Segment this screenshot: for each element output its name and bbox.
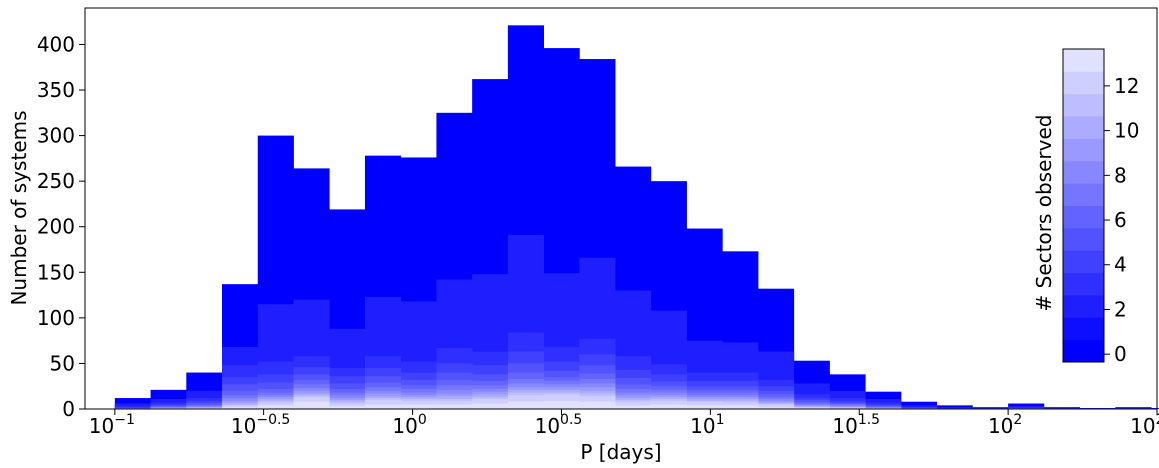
histogram-bar-sectors-2 [900,405,938,409]
colorbar-segment [1063,272,1104,296]
colorbar-segment [1063,294,1104,318]
colorbar-tick-label: 6 [1114,208,1127,232]
colorbar-tick-label: 12 [1114,74,1139,98]
y-tick-label: 200 [37,215,75,239]
histogram-bar-sectors-13 [758,407,795,409]
x-tick-label: 10−0.5 [231,412,290,438]
colorbar-frame [1062,48,1105,363]
colorbar-segment [1063,160,1104,184]
x-axis: 10−1 10−0.5 100 100.5 101 101.5 102 102.5 [89,409,1159,438]
colorbar-segment [1063,49,1104,72]
colorbar-segment [1063,116,1104,139]
histogram-bar-sectors-13 [293,401,330,409]
histogram-bar-sectors-13 [222,407,259,409]
histogram-bar-sectors-13 [615,405,652,409]
colorbar-segment [1063,205,1104,229]
y-axis: 0 50 100 150 200 250 300 350 400 [37,32,85,421]
colorbar-segment [1063,183,1104,206]
colorbar-segment [1063,138,1104,162]
histogram-bar-sectors-13 [472,403,509,409]
colorbar-tick-label: 0 [1114,342,1127,366]
colorbar-segment [1063,250,1104,274]
x-tick-label: 100.5 [535,412,583,438]
histogram-bar-sectors-13 [507,401,545,409]
colorbar-tick-label: 10 [1114,119,1139,143]
colorbar: 0 2 4 6 8 10 12 [1062,48,1139,366]
colorbar-segment [1063,71,1104,95]
y-tick-label: 0 [62,397,75,421]
x-tick-label: 102.5 [1130,412,1159,438]
x-tick-label: 10−1 [89,412,135,438]
histogram-bar-sectors-13 [650,404,687,409]
histogram-bar-sectors-13 [400,404,437,409]
histogram-bar-sectors-0 [1008,403,1045,409]
histogram-bar-sectors-12 [758,404,795,409]
plot-frame [84,7,1158,410]
histogram-bar-sectors-12 [329,403,366,409]
histogram-bar-sectors-13 [686,405,723,409]
bar-layers [114,25,1159,409]
y-tick-label: 300 [37,124,75,148]
y-tick-label: 150 [37,260,75,284]
histogram-bar-sectors-13 [722,405,759,409]
colorbar-tick-label: 2 [1114,297,1127,321]
x-axis-label: P [days] [580,440,661,464]
x-tick-label: 101 [690,412,724,438]
histogram-bar-sectors-13 [329,406,366,409]
y-tick-label: 350 [37,78,75,102]
histogram-bar-sectors-2 [114,403,151,409]
histogram-bar-sectors-13 [364,404,402,409]
x-tick-label: 101.5 [832,412,880,438]
y-tick-label: 50 [50,351,75,375]
histogram-bar-sectors-12 [222,405,259,409]
colorbar-segment [1063,93,1104,117]
histogram-bar-sectors-13 [543,400,580,409]
y-axis-label: Number of systems [7,110,31,305]
x-tick-label: 100 [392,412,426,438]
x-tick-label: 102 [988,412,1022,438]
histogram-bar-sectors-0 [936,405,973,409]
colorbar-tick-label: 8 [1114,163,1127,187]
y-tick-label: 400 [37,32,75,56]
colorbar-segment [1063,317,1104,341]
histogram-bar-sectors-13 [257,405,294,409]
colorbar-tick-label: 4 [1114,253,1127,277]
colorbar-label: # Sectors observed [1032,115,1056,312]
colorbar-segment [1063,227,1104,251]
y-tick-label: 100 [37,306,75,330]
y-tick-label: 250 [37,169,75,193]
histogram-bar-sectors-13 [579,401,616,409]
histogram-bar-sectors-13 [436,404,473,409]
colorbar-segment [1063,339,1104,363]
